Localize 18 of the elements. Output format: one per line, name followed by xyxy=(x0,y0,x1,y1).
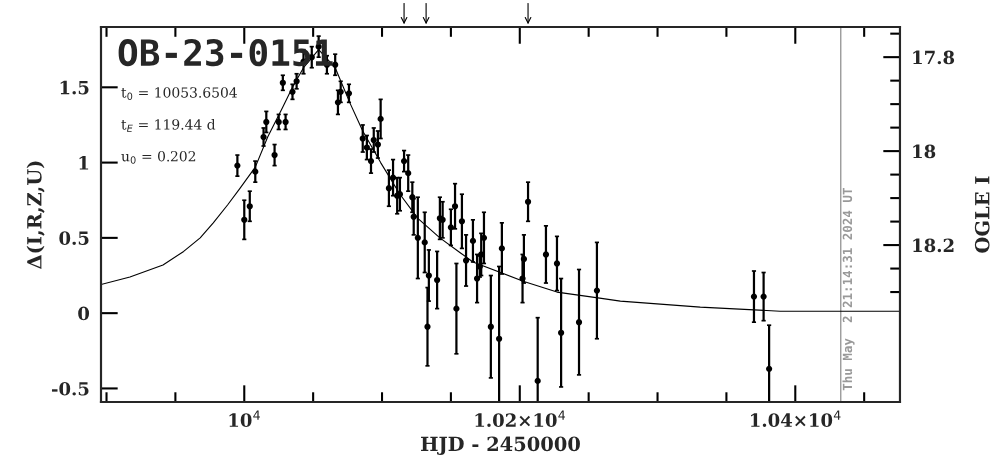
y-tick-label: 1.5 xyxy=(60,80,89,95)
y-tick-label: 0 xyxy=(78,306,90,321)
annotation: u$_{0}$ = 0.202 xyxy=(121,150,196,164)
annotation: Thu May 2 21:14:31 2024 UT xyxy=(842,188,855,391)
x-axis-title: HJD - 2450000 xyxy=(421,436,580,455)
y2-tick-label: 18 xyxy=(913,144,936,159)
y-axis-title: Δ(I,R,Z,U) xyxy=(26,161,45,269)
annotation: t$_{0}$ = 10053.6504 xyxy=(121,87,237,100)
y-tick-label: 1 xyxy=(79,156,89,170)
x-tick-label: 1.04×10$^{4}$ xyxy=(751,410,841,427)
y-tick-label: -0.5 xyxy=(51,381,89,396)
annotation: t$_{E}$ = 119.44 d xyxy=(121,118,216,132)
y2-tick-label: 17.8 xyxy=(913,50,955,65)
x-tick-label: 10$^{4}$ xyxy=(229,410,260,427)
y2-tick-label: 18.2 xyxy=(913,238,954,253)
y-tick-label: 0.5 xyxy=(59,231,89,245)
y2-axis-title: OGLE I xyxy=(974,176,990,253)
x-tick-label: 1.02×10$^{4}$ xyxy=(475,410,566,427)
